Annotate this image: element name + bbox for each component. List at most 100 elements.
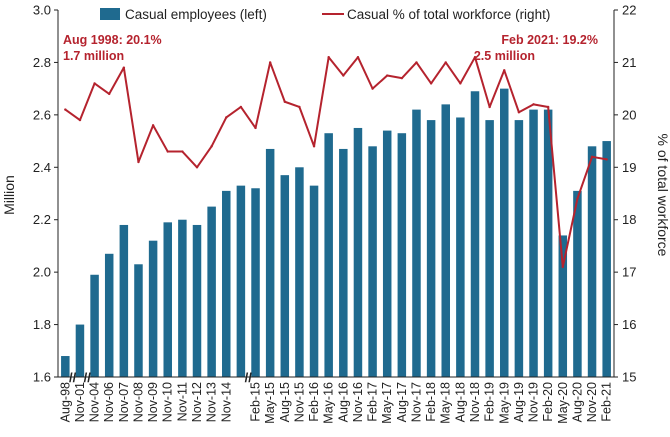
x-tick-label: Feb-19 [483,382,497,422]
y2-tick-label: 21 [622,55,636,70]
x-tick-label: Aug-15 [278,382,292,422]
bar [470,91,480,377]
bar [178,219,187,377]
x-tick-label: Nov-14 [219,382,233,422]
line-point [386,74,389,77]
bar [119,224,129,377]
line-point [590,155,594,158]
line-point [181,150,184,153]
bar [61,356,70,377]
line-point [268,61,272,64]
bar [602,141,611,377]
bar [441,104,450,378]
axes [57,10,615,378]
bar [251,188,260,377]
line-point [78,118,82,122]
line-point [166,150,169,153]
x-tick-label: Feb-16 [307,382,321,422]
x-tick-label: May-16 [322,382,336,424]
x-tick-label: Nov-15 [292,382,306,422]
line-point [64,108,67,111]
legend-bar-swatch [100,8,120,20]
line-point [254,126,257,130]
x-tick-label: Nov-07 [117,382,131,422]
y-tick-label: 2.8 [33,55,51,70]
bar [90,274,99,377]
right-axis-label: % of total workforce [655,134,670,257]
y-tick-label: 3.0 [33,3,51,18]
x-tick-label: Feb-15 [249,382,263,422]
bar [207,206,216,377]
line-point [225,116,228,119]
bar [558,235,568,377]
line-point [488,105,491,109]
right-axis-ticks: 15 16 17 18 19 20 21 22 [614,3,636,385]
bar [543,109,553,378]
annotation-start-line1: Aug 1998: 20.1% [63,33,162,47]
line-point [576,197,579,200]
line-point [444,61,447,64]
y-tick-label: 2.4 [33,160,51,175]
line-point [429,82,433,85]
bar [426,120,436,377]
x-tick-label: Nov-16 [351,382,365,422]
line-point [195,166,199,169]
axis-break-mark: // [69,370,77,385]
x-tick-label: May-17 [380,382,394,424]
x-tick-label: Nov-12 [190,382,204,422]
x-tick-label: Nov-08 [131,382,145,422]
bar [280,175,290,377]
x-tick-label: Nov-09 [146,382,160,422]
line-point [503,69,506,72]
bar [324,133,333,377]
annotation-end-line1: Feb 2021: 19.2% [501,33,598,47]
bar [163,222,172,377]
y2-tick-label: 19 [622,160,636,175]
x-tick-label: Aug-16 [336,382,350,422]
y2-tick-label: 16 [622,317,636,332]
bar [236,185,246,377]
y2-tick-label: 22 [622,3,636,18]
bar [514,120,524,377]
x-tick-label: Feb-18 [424,382,438,422]
bar [104,253,114,377]
line-point [210,145,213,148]
y-tick-label: 2.0 [33,265,51,280]
x-axis-ticks: Aug-98 Nov-01 Nov-04 Nov-06 Nov-07 Nov-08 Nov-… [58,382,613,424]
bar [134,264,143,377]
legend-line-label: Casual % of total workforce (right) [347,7,550,22]
bar [500,88,509,377]
bar [265,148,275,377]
y-tick-label: 1.6 [33,370,51,385]
annotation-end-line2: 2.5 million [474,49,535,63]
line-point [473,55,477,59]
annotation-start: Aug 1998: 20.1% 1.7 million [63,33,162,63]
y2-tick-label: 17 [622,265,636,280]
x-tick-label: Nov-10 [161,382,175,422]
line-point [532,103,535,106]
bar [397,133,407,377]
bar [192,224,202,377]
bar [412,109,421,378]
line-point [122,66,126,69]
x-tick-label: Feb-17 [366,382,380,422]
bar [368,146,377,377]
bar-series [61,88,611,378]
series-line [64,56,607,268]
x-tick-label: Feb-21 [600,382,614,422]
bar [309,185,319,377]
x-tick-label: Feb-20 [541,382,555,422]
line-point [342,74,345,77]
line-point [312,145,316,148]
axis-break-mark: // [245,370,253,385]
bar [75,324,85,377]
line-point [356,55,360,59]
y-tick-label: 1.8 [33,317,51,332]
axis-breaks: // // // [69,370,252,385]
line-point [371,87,374,90]
x-tick-label: May-18 [439,382,453,424]
line-point [108,92,111,96]
x-tick-label: Nov-06 [102,382,116,422]
line-point [546,105,550,109]
bar [295,167,304,377]
